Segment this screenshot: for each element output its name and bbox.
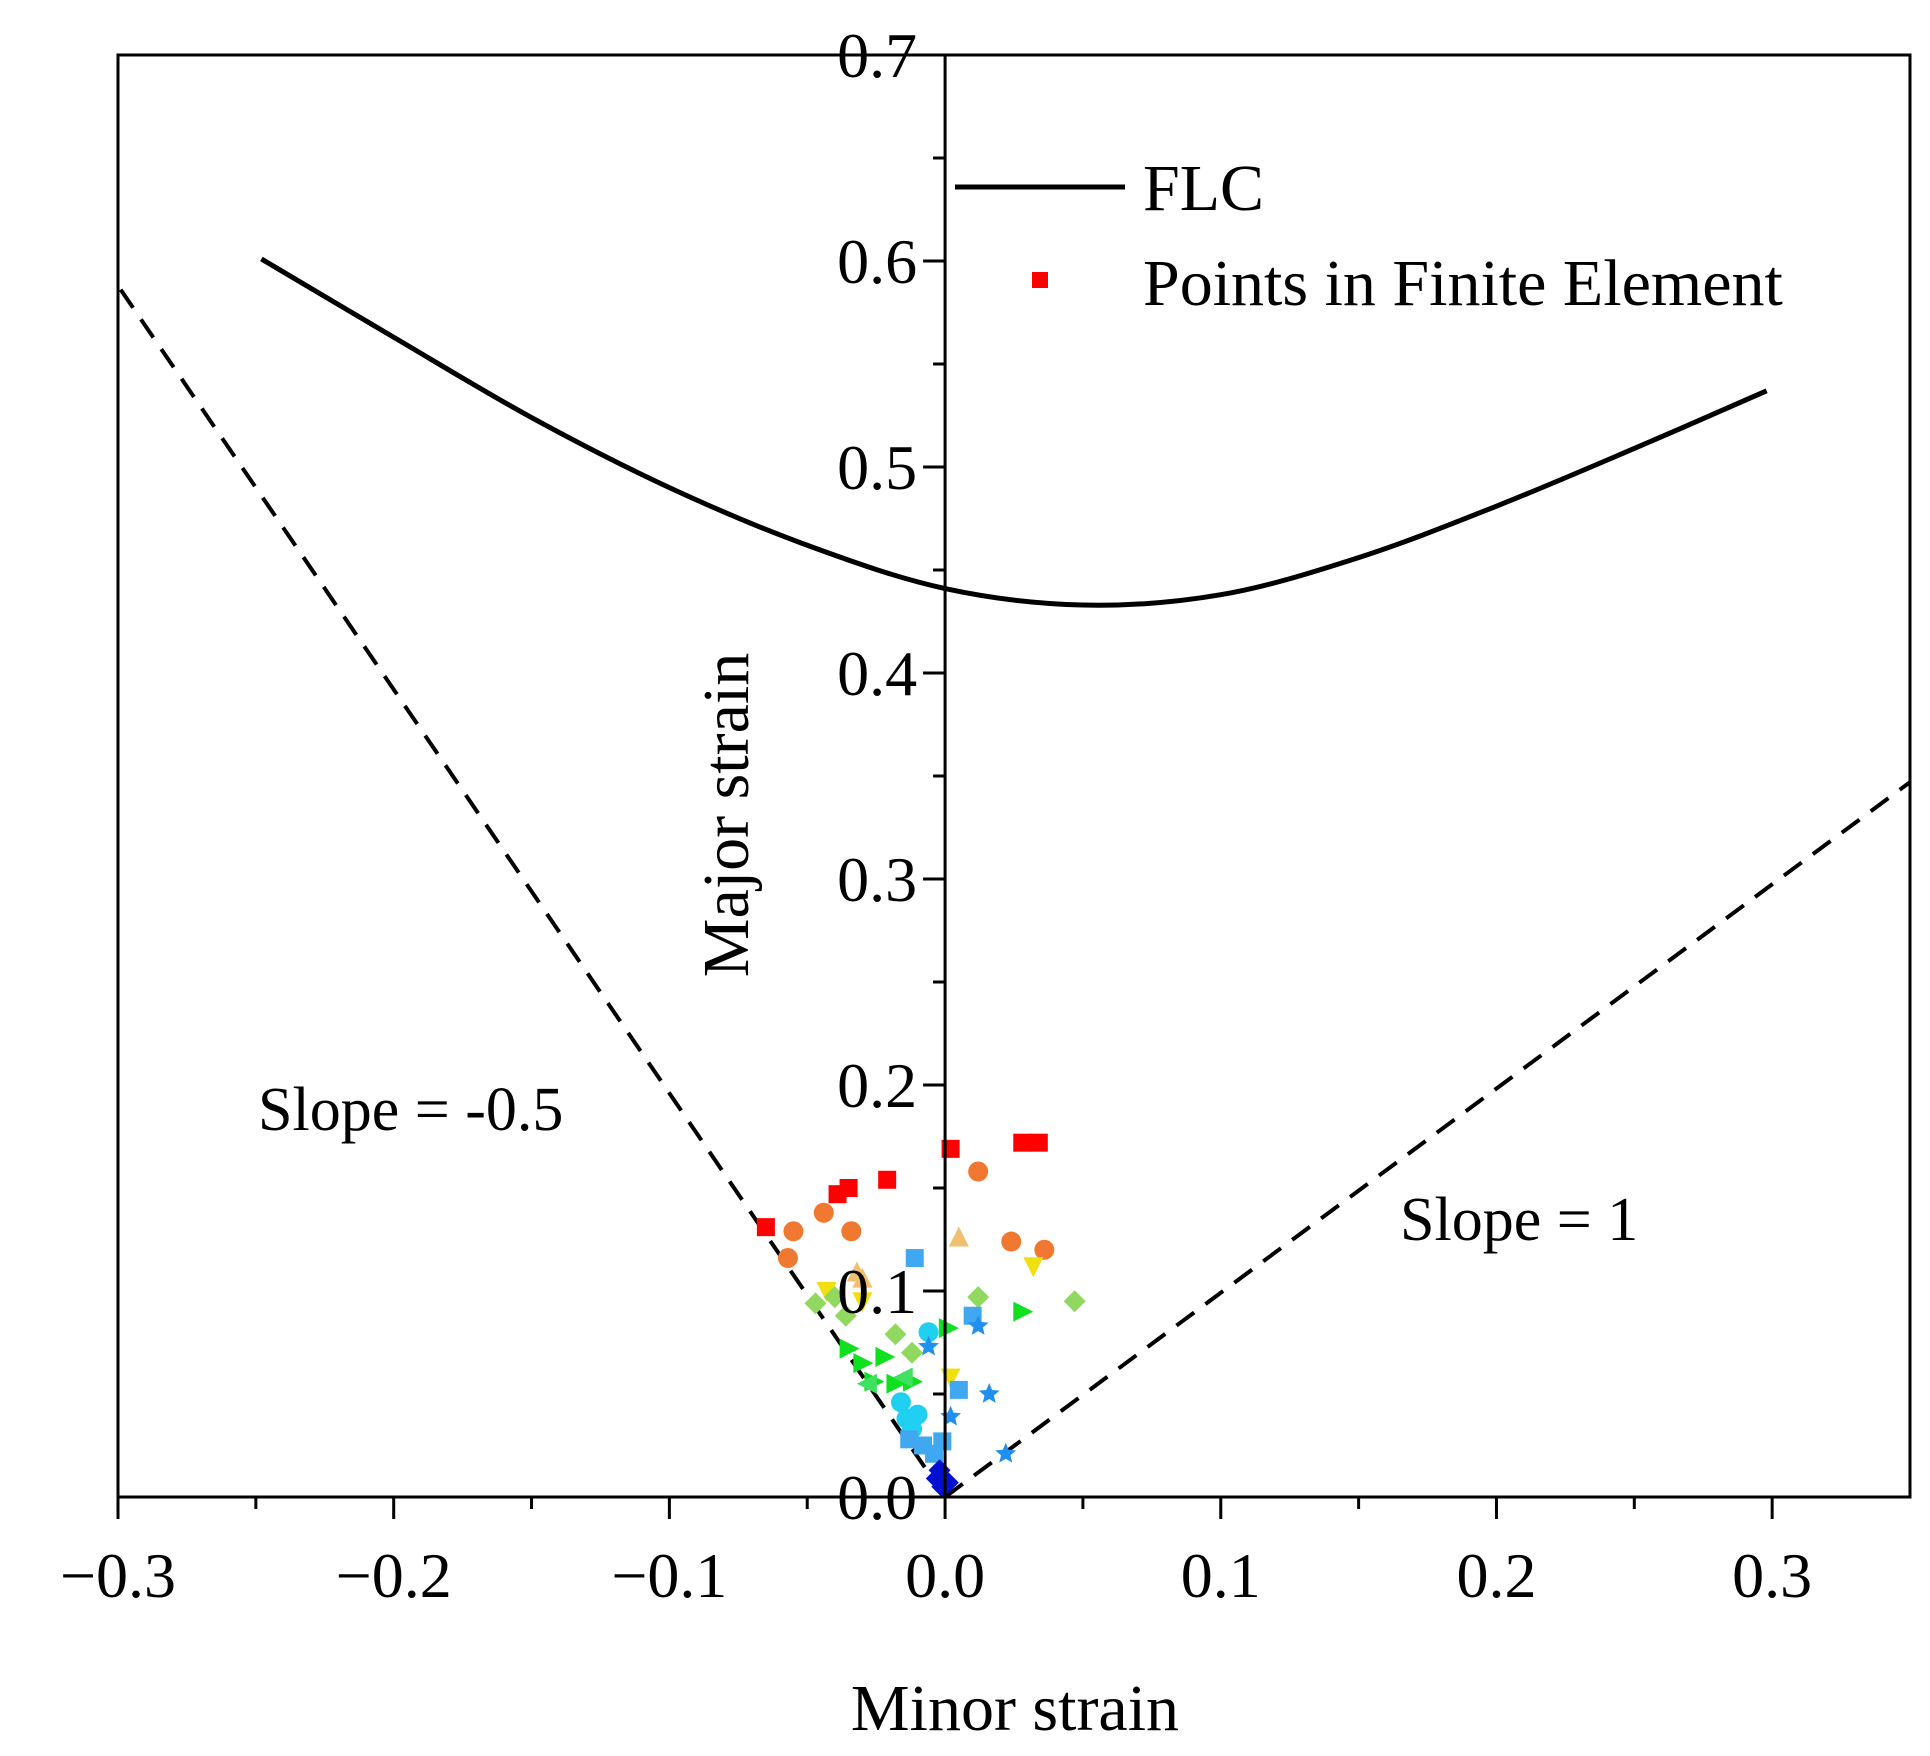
data-point-green-right-triangles-2 (875, 1346, 896, 1367)
data-point-light-green-diamonds-4 (900, 1341, 923, 1364)
chart-marks: −0.3 −0.2 −0.1 0.0 0.1 0.2 0.3 0.0 0.1 0.2 0.3 0.4 0… (60, 20, 1912, 1745)
data-point-orange-circles-6 (1034, 1239, 1055, 1260)
data-point-orange-circles-4 (968, 1161, 989, 1182)
data-point-light-green-diamonds-3 (884, 1323, 907, 1346)
data-point-cyan-circles-4 (918, 1322, 939, 1343)
data-point-light-green-diamonds-5 (967, 1286, 990, 1309)
plot-frame (116, 53, 1912, 1499)
x-tick-label-1: −0.2 (336, 1540, 452, 1611)
data-point-yellow-down-triangles-3 (1023, 1257, 1044, 1278)
y-tick-label-7: 0.7 (837, 20, 917, 91)
legend-points-swatch (1032, 272, 1048, 288)
x-tick-label-4: 0.1 (1181, 1540, 1261, 1611)
data-point-sky-blue-squares-0 (905, 1249, 924, 1268)
reference-line-slope-positive (943, 780, 1912, 1499)
data-point-yellow-down-triangles-1 (852, 1292, 873, 1313)
data-point-orange-circles-5 (1001, 1231, 1022, 1252)
data-point-cyan-circles-0 (890, 1392, 911, 1413)
y-tick-label-6: 0.6 (837, 226, 917, 297)
data-point-sky-blue-squares-5 (933, 1432, 952, 1451)
legend-points-label: Points in Finite Element (1143, 247, 1783, 320)
data-point-blue-stars-2 (967, 1315, 989, 1335)
data-point-red-squares-6 (1029, 1133, 1048, 1152)
y-tick-label-5: 0.5 (837, 432, 917, 503)
data-point-green-right-triangles-1 (853, 1353, 874, 1374)
data-point-light-green-diamonds-6 (1063, 1290, 1086, 1313)
x-tick-label-6: 0.3 (1732, 1540, 1812, 1611)
data-point-green-right-triangles-7 (1013, 1301, 1034, 1322)
flc-curve-line (260, 256, 1768, 608)
data-point-red-squares-0 (756, 1218, 775, 1237)
annotation-slope-negative: Slope = -0.5 (258, 1076, 563, 1144)
x-tick-label-2: −0.1 (611, 1540, 727, 1611)
y-tick-label-2: 0.2 (837, 1050, 917, 1121)
data-point-blue-stars-0 (918, 1335, 939, 1356)
data-point-orange-circles-0 (777, 1248, 798, 1269)
data-point-light-green-diamonds-1 (823, 1286, 846, 1309)
data-point-green-left-triangles-1 (892, 1367, 913, 1388)
data-point-orange-circles-3 (841, 1221, 862, 1242)
y-tick-label-0: 0.0 (837, 1462, 917, 1533)
y-axis-title: Major strain (690, 653, 763, 977)
data-point-light-green-diamonds-0 (804, 1292, 827, 1315)
data-point-orange-circles-2 (813, 1202, 834, 1223)
data-point-blue-stars-3 (978, 1383, 1000, 1403)
data-point-green-right-triangles-4 (886, 1373, 907, 1394)
data-point-green-left-triangles-0 (856, 1373, 877, 1394)
y-tick-label-4: 0.4 (837, 638, 917, 709)
data-point-sky-blue-squares-1 (949, 1380, 968, 1399)
data-point-light-orange-triangles-1 (852, 1267, 873, 1288)
data-point-green-right-triangles-0 (839, 1338, 860, 1359)
data-point-orange-circles-1 (783, 1221, 804, 1242)
legend-flc-label: FLC (1143, 152, 1264, 225)
data-point-red-squares-3 (878, 1170, 897, 1189)
y-tick-label-1: 0.1 (837, 1256, 917, 1327)
data-point-blue-stars-4 (995, 1442, 1017, 1463)
reference-line-slope-negative (116, 284, 947, 1499)
x-axis-title: Minor strain (851, 1672, 1179, 1745)
data-point-light-orange-triangles-2 (948, 1226, 969, 1247)
annotation-slope-positive: Slope = 1 (1400, 1186, 1638, 1254)
y-tick-label-3: 0.3 (837, 844, 917, 915)
x-tick-label-5: 0.2 (1456, 1540, 1536, 1611)
data-point-yellow-down-triangles-0 (816, 1282, 837, 1302)
data-point-green-right-triangles-6 (938, 1318, 959, 1339)
data-point-blue-stars-1 (940, 1405, 962, 1426)
x-tick-label-3: 0.0 (905, 1540, 985, 1611)
data-point-red-squares-5 (1013, 1133, 1032, 1152)
data-point-light-green-diamonds-2 (834, 1304, 857, 1327)
data-point-red-squares-2 (839, 1179, 858, 1197)
x-tick-label-0: −0.3 (60, 1540, 176, 1611)
data-point-sky-blue-squares-6 (900, 1430, 919, 1449)
